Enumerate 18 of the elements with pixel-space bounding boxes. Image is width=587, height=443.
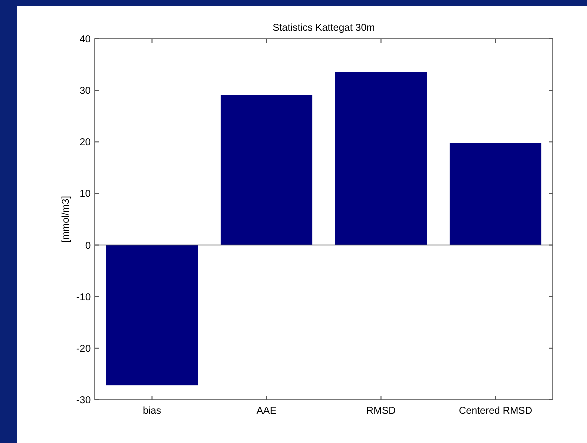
bar: [220, 95, 313, 246]
x-tick-label: bias: [143, 406, 162, 417]
y-tick-label: 30: [80, 86, 92, 98]
y-tick-label: 0: [85, 240, 92, 252]
bar: [335, 72, 428, 246]
bar: [450, 143, 542, 246]
y-tick-label: -20: [76, 344, 92, 355]
x-tick-label: Centered RMSD: [459, 406, 532, 417]
y-tick-label: -10: [76, 292, 92, 304]
x-tick-label: RMSD: [366, 406, 396, 417]
y-tick-label: 20: [80, 138, 92, 149]
y-axis-title: [mmol/m3]: [61, 196, 72, 243]
y-tick-label: -30: [76, 396, 92, 406]
y-tick-label: 10: [80, 189, 92, 200]
x-tick-label: AAE: [256, 406, 278, 417]
y-tick-label: 40: [80, 34, 92, 46]
bar: [106, 245, 198, 386]
chart-title: Statistics Kattegat 30m: [272, 23, 376, 34]
